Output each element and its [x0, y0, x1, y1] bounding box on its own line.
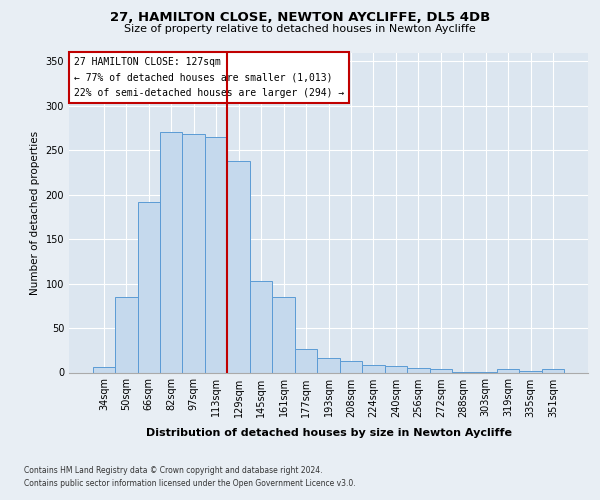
- Text: Contains HM Land Registry data © Crown copyright and database right 2024.: Contains HM Land Registry data © Crown c…: [24, 466, 323, 475]
- Bar: [385, 366, 407, 372]
- Y-axis label: Number of detached properties: Number of detached properties: [30, 130, 40, 294]
- Bar: [227, 161, 250, 372]
- Bar: [362, 364, 385, 372]
- Bar: [182, 134, 205, 372]
- Bar: [407, 368, 430, 372]
- Text: Distribution of detached houses by size in Newton Aycliffe: Distribution of detached houses by size …: [146, 428, 512, 438]
- Bar: [497, 369, 520, 372]
- Bar: [115, 297, 137, 372]
- Bar: [430, 369, 452, 372]
- Bar: [250, 281, 272, 372]
- Bar: [542, 369, 565, 372]
- Bar: [340, 361, 362, 372]
- Bar: [92, 367, 115, 372]
- Text: 27 HAMILTON CLOSE: 127sqm
← 77% of detached houses are smaller (1,013)
22% of se: 27 HAMILTON CLOSE: 127sqm ← 77% of detac…: [74, 58, 344, 98]
- Bar: [295, 350, 317, 372]
- Bar: [520, 370, 542, 372]
- Text: Size of property relative to detached houses in Newton Aycliffe: Size of property relative to detached ho…: [124, 24, 476, 34]
- Text: 27, HAMILTON CLOSE, NEWTON AYCLIFFE, DL5 4DB: 27, HAMILTON CLOSE, NEWTON AYCLIFFE, DL5…: [110, 11, 490, 24]
- Bar: [137, 202, 160, 372]
- Bar: [317, 358, 340, 372]
- Bar: [272, 297, 295, 372]
- Bar: [205, 137, 227, 372]
- Bar: [160, 132, 182, 372]
- Text: Contains public sector information licensed under the Open Government Licence v3: Contains public sector information licen…: [24, 478, 356, 488]
